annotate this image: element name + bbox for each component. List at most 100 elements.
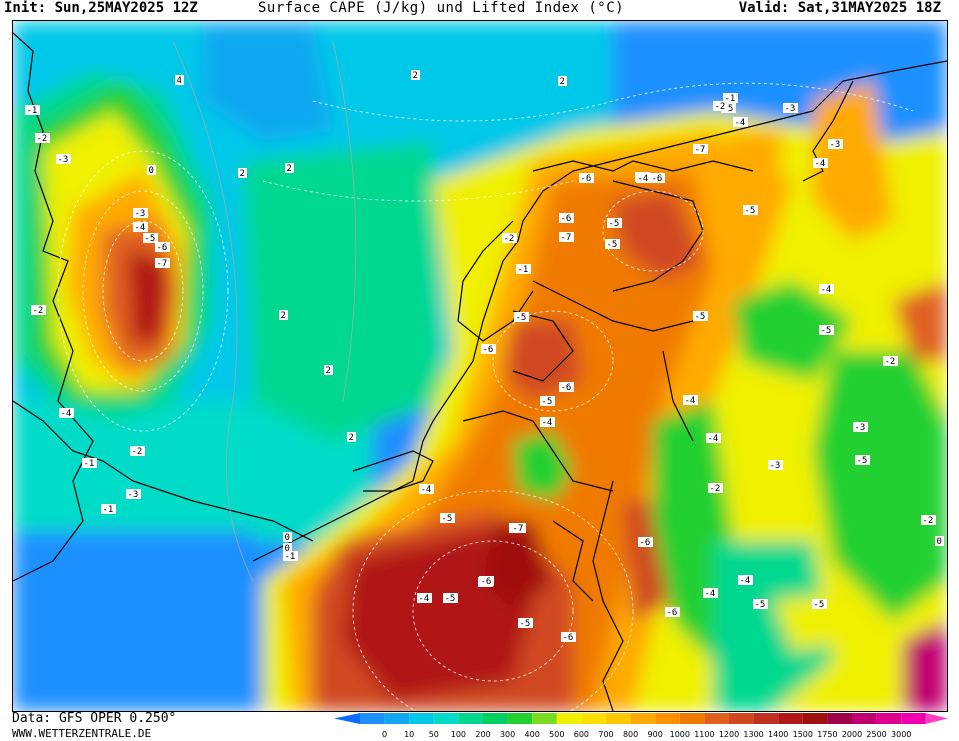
- contour-label-text: -7: [695, 145, 706, 155]
- legend-swatch: [532, 713, 557, 724]
- contour-label: 2: [324, 365, 333, 376]
- contour-label: -2: [921, 515, 936, 526]
- contour-label-text: -6: [481, 577, 492, 587]
- contour-label-text: -4: [685, 396, 696, 406]
- contour-label-text: -3: [830, 140, 841, 150]
- contour-label-text: 2: [240, 169, 245, 179]
- legend-tick-label: 3000: [891, 730, 911, 739]
- legend-arrow-left: [334, 713, 360, 724]
- contour-label-text: -5: [145, 234, 156, 244]
- legend-tick-label: 1100: [694, 730, 714, 739]
- legend-tick-label: 500: [549, 730, 564, 739]
- contour-label: -5: [440, 513, 455, 524]
- legend-arrow-right: [925, 713, 948, 724]
- contour-label-text: -5: [857, 456, 868, 466]
- contour-label: -3: [133, 208, 148, 219]
- contour-label-text: -2: [715, 102, 726, 112]
- contour-label-text: 0: [937, 537, 942, 547]
- contour-label-text: -6: [581, 174, 592, 184]
- contour-label: -2: [31, 305, 46, 316]
- contour-label: -1: [723, 93, 738, 104]
- contour-label-text: -5: [814, 600, 825, 610]
- contour-label-text: -1: [518, 265, 529, 275]
- contour-label: -3: [768, 460, 783, 471]
- contour-label-text: -7: [561, 233, 572, 243]
- contour-label: -4: [738, 575, 753, 586]
- legend-tick-label: 1500: [793, 730, 813, 739]
- contour-label: -6: [155, 242, 170, 253]
- contour-label-text: -4: [135, 223, 146, 233]
- contour-label: 0: [147, 165, 156, 176]
- contour-label-text: -4: [735, 118, 746, 128]
- contour-label-text: -4: [419, 594, 430, 604]
- legend-swatch: [409, 713, 434, 724]
- contour-label-text: -6: [157, 243, 168, 253]
- legend-tick-label: 1300: [743, 730, 763, 739]
- init-time: Init: Sun,25MAY2025 12Z: [4, 0, 198, 16]
- contour-label-text: -2: [923, 516, 934, 526]
- legend-swatch: [901, 713, 926, 724]
- legend-tick-label: 50: [429, 730, 439, 739]
- legend-tick-label: 100: [451, 730, 466, 739]
- contour-label-text: -5: [520, 619, 531, 629]
- contour-label: -2: [708, 483, 723, 494]
- contour-label: -3: [126, 489, 141, 500]
- contour-label-text: -7: [513, 524, 524, 534]
- contour-label: -3: [853, 422, 868, 433]
- contour-label-text: -1: [725, 94, 736, 104]
- contour-label: -4: [819, 284, 834, 295]
- contour-label: 0: [283, 532, 292, 543]
- contour-label-text: -3: [128, 490, 139, 500]
- legend-tick-label: 1200: [719, 730, 739, 739]
- contour-label: 2: [279, 310, 288, 321]
- legend-swatch: [679, 713, 705, 724]
- contour-label-text: -1: [84, 459, 95, 469]
- contour-label: -1: [283, 551, 298, 562]
- contour-label: -5: [819, 325, 834, 336]
- contour-label: -6: [559, 382, 574, 393]
- contour-label: 0: [283, 543, 292, 554]
- legend-swatch: [458, 713, 483, 724]
- contour-label-text: -4: [61, 409, 72, 419]
- contour-label-text: -2: [504, 234, 515, 244]
- legend-swatch: [360, 713, 385, 724]
- legend-swatch: [483, 713, 508, 724]
- contour-label-text: -3: [770, 461, 781, 471]
- contour-label: -6: [579, 173, 594, 184]
- legend-swatch: [606, 713, 631, 724]
- legend-swatch: [827, 713, 852, 724]
- contour-label: -5: [443, 593, 458, 604]
- contour-label: -5: [855, 455, 870, 466]
- contour-label: -4: [133, 222, 148, 233]
- contour-label: -5: [514, 312, 529, 323]
- site-credit: WWW.WETTERZENTRALE.DE: [12, 727, 152, 740]
- contour-label-text: -5: [445, 594, 456, 604]
- contour-label-text: -4: [821, 285, 832, 295]
- legend-swatch: [556, 713, 582, 724]
- contour-label: 4: [175, 75, 184, 86]
- contour-label: -4: [683, 395, 698, 406]
- contour-label: -3: [783, 103, 798, 114]
- contour-label-text: -5: [607, 240, 618, 250]
- contour-label-text: -7: [157, 259, 168, 269]
- contour-label: -4: [540, 417, 555, 428]
- contour-label-text: -3: [135, 209, 146, 219]
- contour-label: -2: [35, 133, 50, 144]
- contour-label-text: -5: [821, 326, 832, 336]
- contour-label: -5: [143, 233, 158, 244]
- legend-swatch: [852, 713, 877, 724]
- legend-tick-label: 1750: [817, 730, 837, 739]
- contour-label: -4: [417, 593, 432, 604]
- contour-label-text: -5: [542, 397, 553, 407]
- legend-tick-label: 900: [648, 730, 663, 739]
- legend-tick-label: 1000: [670, 730, 690, 739]
- contour-label-text: -3: [785, 104, 796, 114]
- legend-tick-label: 800: [623, 730, 638, 739]
- contour-label-text: -4: [708, 434, 719, 444]
- contour-label-text: 2: [349, 433, 354, 443]
- legend-tick-label: 1400: [768, 730, 788, 739]
- contour-label-text: -6: [563, 633, 574, 643]
- contour-label: -4: [419, 484, 434, 495]
- contour-label-text: 0: [149, 166, 154, 176]
- contour-label-text: -2: [885, 357, 896, 367]
